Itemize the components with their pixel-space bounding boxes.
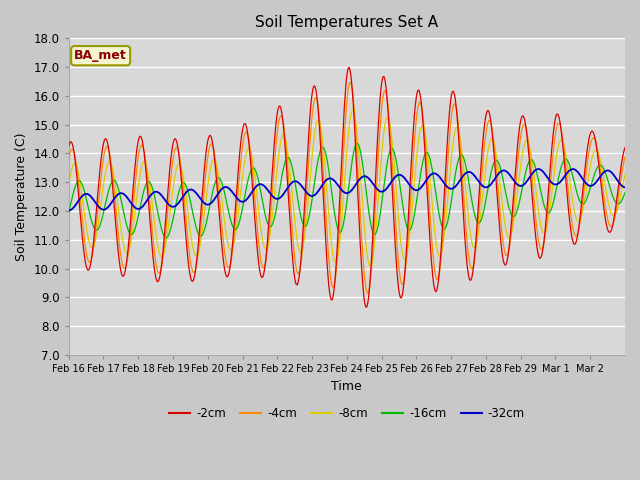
X-axis label: Time: Time	[332, 380, 362, 393]
Legend: -2cm, -4cm, -8cm, -16cm, -32cm: -2cm, -4cm, -8cm, -16cm, -32cm	[164, 402, 529, 424]
Text: BA_met: BA_met	[74, 49, 127, 62]
Title: Soil Temperatures Set A: Soil Temperatures Set A	[255, 15, 438, 30]
Y-axis label: Soil Temperature (C): Soil Temperature (C)	[15, 132, 28, 261]
